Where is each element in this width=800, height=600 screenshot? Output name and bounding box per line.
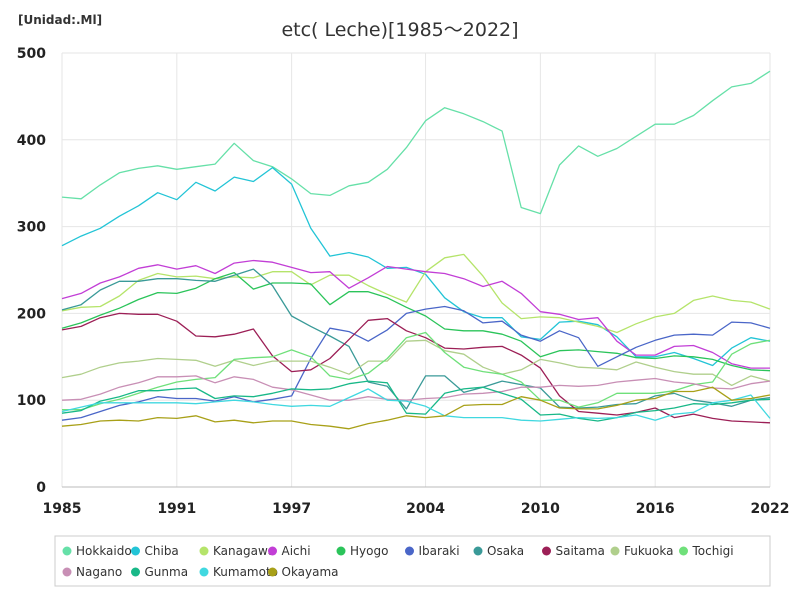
legend-label: Hyogo — [350, 544, 388, 558]
series-line-gunma — [61, 380, 771, 422]
chart-title: etc( Leche)[1985～2022] — [281, 19, 518, 41]
axes: 0 100 200 300 400 500 1985 1991 1997 2004 2010 2016… — [17, 46, 790, 517]
legend-label: Osaka — [487, 544, 524, 558]
legend: Hokkaido Chiba Kanagawa Aichi Hyogo Ibaraki Os… — [54, 535, 771, 587]
legend-label: Nagano — [76, 565, 122, 579]
legend-label: Ibaraki — [419, 544, 460, 558]
y-tick-label: 300 — [17, 220, 46, 236]
y-tick-label: 500 — [17, 46, 46, 62]
x-tick-label: 1997 — [272, 501, 311, 517]
legend-item[interactable]: Ibaraki — [405, 544, 460, 558]
legend-marker — [131, 567, 140, 577]
series-line-nagano — [61, 375, 771, 401]
x-tick-label: 1991 — [157, 501, 196, 517]
legend-item[interactable]: Osaka — [473, 544, 525, 558]
legend-marker — [268, 567, 277, 577]
legend-item[interactable]: Fukuoka — [610, 544, 674, 558]
legend-item[interactable]: Aichi — [268, 544, 311, 558]
legend-item[interactable]: Nagano — [62, 565, 123, 579]
x-tick-label: 2010 — [521, 501, 560, 517]
legend-box — [54, 535, 771, 587]
y-tick-label: 100 — [17, 393, 46, 409]
unit-label: [Unidad:.Ml] — [18, 13, 102, 27]
legend-label: Hokkaido — [76, 544, 132, 558]
legend-marker — [62, 567, 72, 577]
legend-item[interactable]: Okayama — [268, 565, 339, 579]
legend-marker — [610, 546, 620, 556]
legend-item[interactable]: Hokkaido — [62, 544, 132, 558]
legend-marker — [199, 546, 209, 556]
legend-label: Tochigi — [692, 544, 734, 558]
series-line-aichi — [61, 259, 770, 369]
y-tick-label: 200 — [17, 306, 46, 322]
legend-marker — [336, 546, 346, 556]
series-line-kanagawa — [61, 253, 771, 334]
x-tick-label: 1985 — [43, 501, 82, 517]
y-tick-label: 400 — [17, 133, 46, 149]
series-line-ibaraki — [61, 305, 771, 421]
legend-label: Fukuoka — [624, 544, 673, 558]
series-line-osaka — [61, 268, 771, 410]
legend-label: Gunma — [145, 565, 189, 579]
legend-item[interactable]: Kumamoto — [199, 565, 279, 579]
legend-item[interactable]: Hyogo — [336, 544, 389, 558]
legend-marker — [131, 546, 140, 556]
legend-item[interactable]: Kanagawa — [199, 544, 276, 558]
x-tick-label: 2004 — [406, 501, 445, 517]
legend-label: Aichi — [282, 544, 311, 558]
legend-item[interactable]: Saitama — [542, 544, 605, 558]
series-line-hokkaido — [61, 70, 771, 215]
legend-item[interactable]: Tochigi — [679, 544, 734, 558]
series-lines — [61, 70, 771, 430]
legend-marker — [199, 567, 209, 577]
legend-item[interactable]: Chiba — [131, 544, 179, 558]
x-tick-label: 2016 — [636, 501, 675, 517]
legend-marker — [405, 546, 414, 556]
x-tick-label: 2022 — [751, 501, 790, 517]
legend-label: Kumamoto — [213, 565, 278, 579]
series-line-okayama — [61, 386, 771, 430]
legend-marker — [62, 546, 72, 556]
legend-item[interactable]: Gunma — [131, 565, 188, 579]
legend-label: Okayama — [282, 565, 339, 579]
legend-label: Kanagawa — [213, 544, 275, 558]
legend-marker — [679, 546, 688, 556]
legend-marker — [473, 546, 483, 556]
legend-marker — [268, 546, 277, 556]
series-line-fukuoka — [61, 339, 771, 387]
y-tick-label: 0 — [36, 480, 46, 496]
series-line-kumamoto — [61, 388, 771, 422]
series-line-tochigi — [62, 331, 771, 411]
series-line-saitama — [61, 312, 771, 424]
grid — [61, 52, 771, 488]
legend-label: Saitama — [556, 544, 605, 558]
legend-label: Chiba — [145, 544, 179, 558]
legend-marker — [542, 546, 551, 556]
